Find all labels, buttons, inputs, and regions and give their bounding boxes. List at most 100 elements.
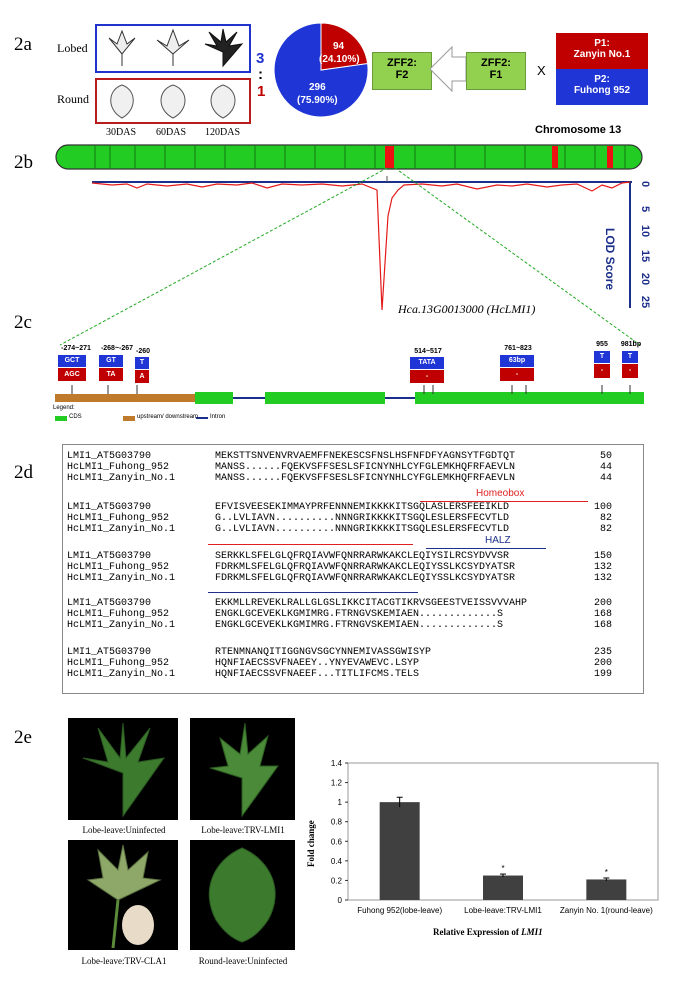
lobed-leaf-box <box>95 24 251 73</box>
gene-structure-diagram <box>55 385 644 421</box>
lod-curve <box>92 181 631 311</box>
gene-structure: -274~271 GCT AGC -268~-267 GT TA -260 T … <box>50 340 650 430</box>
marker-pos-4: 514~517 <box>414 348 442 355</box>
bar-chart-svg: 0 0.2 0.4 0.6 0.8 1 1.2 1.4 Fuhong 952(lobe-leav… <box>331 759 659 915</box>
marker-bottom-6: - <box>594 364 610 378</box>
aln-name: HcLMI1_Fuhong_952 <box>67 513 170 524</box>
marker-top-5: 63bp <box>500 355 534 367</box>
qtl-region <box>385 146 394 168</box>
aln-name: HcLMI1_Zanyin_No.1 <box>67 620 176 631</box>
marker-top-4: TATA <box>410 357 444 369</box>
aln-num: 44 <box>599 462 612 473</box>
leaf-photo-3 <box>86 844 162 949</box>
f1-line1: ZFF2: <box>481 57 511 69</box>
aln-num: 200 <box>593 598 612 609</box>
ratio-separator: : <box>258 66 263 83</box>
aln-name: HcLMI1_Zanyin_No.1 <box>67 669 176 680</box>
exon-3 <box>415 392 563 404</box>
aln-name: HcLMI1_Fuhong_952 <box>67 562 170 573</box>
x-tick-label: Fuhong 952(lobe-leave) <box>357 906 442 915</box>
pie-round-count: 94 <box>333 41 345 52</box>
marker-pos-5: 761~823 <box>504 345 532 352</box>
lobed-leaf-images <box>108 28 244 68</box>
aln-num: 132 <box>593 562 612 573</box>
photo-round-uninfected <box>190 840 295 950</box>
aln-num: 168 <box>593 609 612 620</box>
f2-line1: ZFF2: <box>387 57 417 69</box>
aln-seq: MEKSTTSNVENVRVAEMFFNEKESCSFNSLHSFNFDFYAG… <box>215 451 516 462</box>
aln-seq: MANSS......FQEKVSFFSESLSFICNYNHLCYFGLEMK… <box>215 473 516 484</box>
legend-cds: CDS <box>69 414 82 420</box>
chromosome-map <box>55 144 643 170</box>
aln-seq: RTENMNANQITIGGNGVSGCYNNEMIVASSGWISYP <box>215 647 432 658</box>
aln-name: HcLMI1_Zanyin_No.1 <box>67 524 176 535</box>
lobed-leaf-60das <box>156 28 190 66</box>
panel-label-2e: 2e <box>14 727 32 748</box>
legend-title: Legend: <box>53 405 75 411</box>
alignment-block-3: LMI1_AT5G03790 SERKKLSFELGLQFRQIAVWFQNRR… <box>67 551 637 587</box>
aln-num: 44 <box>599 473 612 484</box>
aln-num: 82 <box>599 524 612 535</box>
aln-seq: MANSS......FQEKVSFFSESLSFICNYNHLCYFGLEMK… <box>215 462 516 473</box>
aln-seq: G..LVLIAVN..........NNNGRIKKKKITSGQLESLE… <box>215 524 510 535</box>
p2-variety: Fuhong 952 <box>573 85 631 96</box>
marker-bottom-7: - <box>622 364 638 378</box>
homeobox-line <box>420 501 588 502</box>
y-tick-label: 1.4 <box>331 759 343 768</box>
halz-annotation: HALZ <box>485 535 511 546</box>
legend-upstream: upstream/ downstream <box>137 414 199 420</box>
qtl-marker-3 <box>607 146 613 168</box>
marker-bottom-1: AGC <box>58 368 86 381</box>
y-tick-label: 0.8 <box>331 818 343 827</box>
aln-num: 150 <box>593 551 612 562</box>
panel-label-2b: 2b <box>14 152 33 173</box>
aln-name: HcLMI1_Fuhong_952 <box>67 658 170 669</box>
alignment-block-5: LMI1_AT5G03790 RTENMNANQITIGGNGVSGCYNNEM… <box>67 647 637 683</box>
aln-seq: ENGKLGCEVEKLKGMIMRG.FTRNGVSKEMIAEN......… <box>215 620 504 631</box>
pie-lobed-count: 296 <box>309 82 326 93</box>
aln-num: 100 <box>593 502 612 513</box>
f1-line2: F1 <box>489 69 503 81</box>
homeobox-line-2 <box>208 544 413 545</box>
parent-p2-box: P2: Fuhong 952 <box>556 69 648 105</box>
exon-4 <box>562 392 644 404</box>
stage-label-30das: 30DAS <box>106 127 137 138</box>
aln-num: 199 <box>593 669 612 680</box>
marker-ticks <box>94 146 626 168</box>
qtl-marker-2 <box>552 146 558 168</box>
x-tick-label: Zanyin No. 1(round-leave) <box>560 906 653 915</box>
marker-bottom-3: A <box>135 370 149 383</box>
aln-seq: FDRKMLSFELGLQFRQIAVWFQNRRARWKAKCLEQIYSSL… <box>215 562 516 573</box>
marker-pos-2: -268~-267 <box>100 345 134 352</box>
aln-seq: FDRKMLSFELGLQFRQIAVWFQNRRARWKAKCLEQIYSSL… <box>215 573 516 584</box>
round-leaf-120das <box>210 84 236 119</box>
pie-round-percent: (24.10%) <box>319 54 360 65</box>
x-axis-label-gene: LMI1 <box>521 927 543 937</box>
lod-curve-plot <box>92 176 632 311</box>
y-tick-label: 0.6 <box>331 837 343 846</box>
significance-marker: * <box>605 868 608 877</box>
marker-pos-7: 981bp <box>620 341 642 348</box>
panel-label-2c: 2c <box>14 312 32 333</box>
p1-variety: Zanyin No.1 <box>573 49 631 60</box>
aln-seq: SERKKLSFELGLQFRQIAVWFQNRRARWKAKCLEQIYSIL… <box>215 551 510 562</box>
f2-line2: F2 <box>395 69 409 81</box>
photo-caption-2: Lobe-leave:TRV-LMI1 <box>201 825 285 835</box>
y-tick-label: 1.2 <box>331 779 343 788</box>
bar <box>379 802 420 900</box>
aln-seq: HQNFIAECSSVFNAEEY..YNYEVAWEVC.LSYP <box>215 658 420 669</box>
legend-upstream-swatch <box>123 416 135 421</box>
parent-p1-box: P1: Zanyin No.1 <box>556 33 648 69</box>
marker-pos-6: 955 <box>596 341 608 348</box>
alignment-block-1: LMI1_AT5G03790 MEKSTTSNVENVRVAEMFFNEKESC… <box>67 451 637 487</box>
photo-lobe-trv-cla1 <box>68 840 178 950</box>
marker-pos-3: -260 <box>135 348 150 355</box>
ratio-round: 1 <box>257 83 266 100</box>
aln-seq: HQNFIAECSSVFNAEEF...TITLIFCMS.TELS <box>215 669 420 680</box>
round-leaf-60das <box>160 84 186 119</box>
chart-x-axis-label: Relative Expression of LMI1 <box>433 927 543 937</box>
marker-bottom-4: - <box>410 370 444 383</box>
bar <box>483 875 523 900</box>
chart-y-axis-label: Fold change <box>306 820 316 867</box>
y-tick-label: 1 <box>338 798 343 807</box>
